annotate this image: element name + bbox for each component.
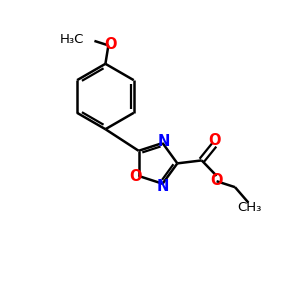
Text: H₃C: H₃C bbox=[60, 33, 84, 46]
Text: O: O bbox=[104, 37, 117, 52]
Text: O: O bbox=[208, 133, 220, 148]
Text: CH₃: CH₃ bbox=[238, 202, 262, 214]
Text: O: O bbox=[129, 169, 141, 184]
Text: N: N bbox=[158, 134, 170, 149]
Text: N: N bbox=[157, 178, 169, 194]
Text: O: O bbox=[210, 172, 223, 188]
